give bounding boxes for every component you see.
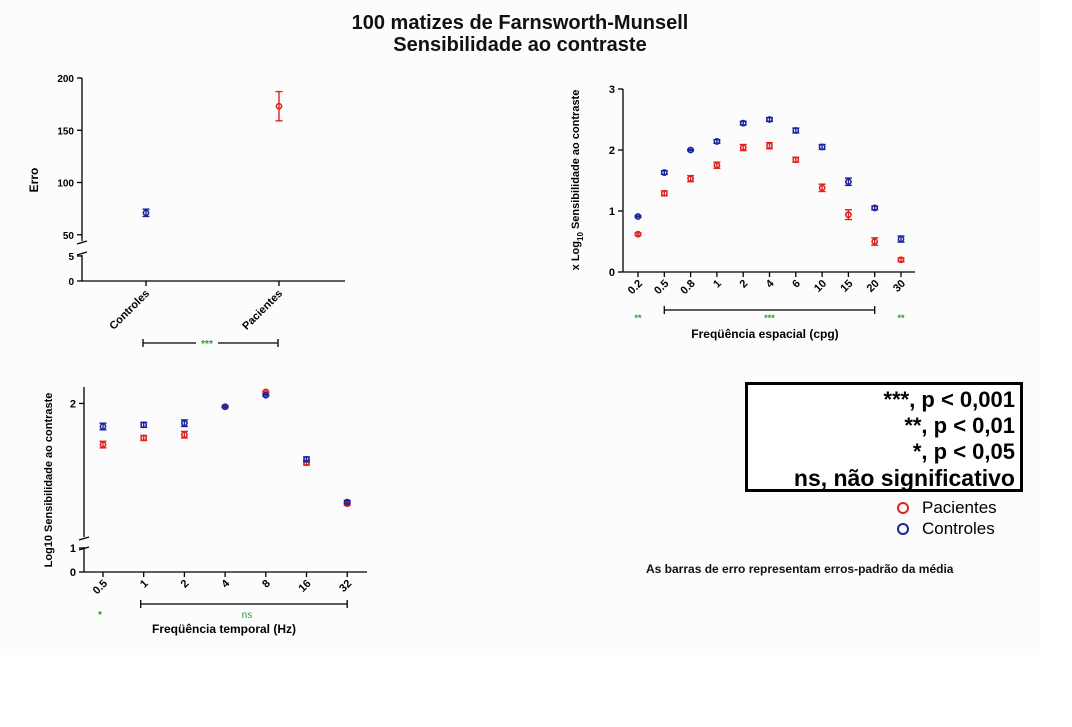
y-axis-label: Erro [27, 168, 41, 193]
legend-label-patients: Pacientes [922, 497, 997, 517]
sig-level-2: **, p < 0,01 [904, 413, 1015, 438]
controls-marker-icon [897, 522, 909, 535]
series-controles-point [303, 455, 310, 463]
series-controles-point [180, 419, 188, 427]
x-tick-label: 4 [219, 577, 232, 590]
series-controles-point [871, 204, 879, 212]
y-tick-label: 1 [70, 543, 76, 555]
series-controles-point [140, 421, 148, 429]
y-tick-label: 200 [57, 74, 74, 85]
title-line-1: 100 matizes de Farnsworth-Munsell [351, 12, 689, 34]
series-pacientes-point [180, 431, 188, 439]
series-pacientes-point [275, 102, 283, 110]
series-controles-point [792, 127, 800, 134]
significance-legend-box: ***, p < 0,001 **, p < 0,01 *, p < 0,05 … [745, 382, 1023, 492]
error-bar-note: As barras de erro representam erros-padr… [646, 562, 954, 576]
series-controles-point [766, 116, 773, 123]
series-controles-point [262, 391, 270, 399]
sig-level-1: ***, p < 0,001 [883, 387, 1015, 412]
y-axis-label: Log10 Sensibilidade ao contraste [43, 393, 55, 568]
series-pacientes-point [687, 175, 694, 183]
axis-break-mark-bottom [76, 251, 88, 256]
series-pacientes-point [634, 230, 642, 238]
series-controles-point [660, 169, 668, 176]
series-legend: Pacientes Controles [897, 497, 1037, 539]
x-tick-label: 8 [260, 578, 273, 591]
figure-title: 100 matizes de Farnsworth-Munsell Sensib… [0, 12, 1040, 56]
y-tick-label: 0 [70, 567, 76, 579]
x-tick-label: 1 [138, 578, 151, 591]
series-controles-point [897, 235, 905, 243]
sig-level-4: ns, não significativo [793, 465, 1015, 491]
y-tick-label: 0 [68, 277, 74, 288]
series-pacientes-point [140, 434, 148, 442]
significance-label: *** [201, 339, 213, 350]
y-tick-label: 5 [68, 252, 74, 263]
series-pacientes-point [660, 189, 668, 197]
series-controles-point [343, 498, 351, 506]
y-tick-label: 1 [609, 206, 615, 218]
sig-level-3: *, p < 0,05 [912, 439, 1015, 464]
y-axis-label-part: 10 [576, 232, 585, 241]
y-axis-label-part: Sensibilidade ao contraste [570, 90, 582, 232]
x-tick-label: 16 [296, 578, 313, 595]
series-controles-point [845, 178, 852, 186]
y-tick-label: 100 [57, 179, 74, 190]
series-pacientes-point [99, 441, 107, 448]
series-pacientes-point [739, 144, 747, 151]
title-line-2: Sensibilidade ao contraste [393, 34, 647, 56]
significance-label: ** [634, 313, 642, 323]
series-controles-point [713, 138, 721, 145]
y-axis-label: x Log10 Sensibilidade ao contraste [570, 90, 585, 271]
significance-label: * [98, 610, 102, 621]
y-tick-label: 0 [609, 267, 615, 279]
series-pacientes-point [897, 256, 905, 264]
y-tick-label: 3 [609, 84, 615, 96]
series-pacientes-point [845, 211, 852, 219]
series-controles-point [221, 403, 229, 411]
series-controles-point [634, 213, 642, 220]
x-axis-label: Freqüência espacial (cpg) [691, 327, 838, 341]
y-axis-label-part: x Log [570, 241, 582, 270]
series-pacientes-point [713, 161, 721, 169]
patients-marker-icon [897, 501, 909, 514]
x-tick-label: 32 [337, 578, 354, 595]
series-pacientes-point [871, 238, 879, 245]
y-tick-label: 2 [609, 145, 615, 157]
x-axis-label: Freqüência temporal (Hz) [152, 622, 296, 636]
series-pacientes-point [766, 142, 773, 150]
y-tick-label: 50 [63, 231, 75, 242]
x-tick-label: 2 [179, 578, 192, 591]
series-controles-point [687, 146, 694, 154]
legend-item-controls: Controles [897, 518, 1037, 539]
series-controles-point [739, 119, 747, 127]
axis-break-mark-top [76, 240, 88, 245]
legend-item-patients: Pacientes [897, 497, 1037, 518]
figure-background [0, 0, 1040, 655]
axis-break-mark-top [78, 536, 90, 541]
significance-label: ** [897, 313, 905, 323]
series-controles-point [818, 143, 826, 151]
significance-label: *** [764, 313, 775, 323]
y-tick-label: 2 [70, 398, 76, 410]
series-pacientes-point [818, 184, 826, 192]
series-controles-point [142, 209, 150, 217]
y-tick-label: 150 [57, 126, 74, 137]
x-tick-label: 0.5 [91, 578, 110, 597]
series-pacientes-point [792, 156, 800, 164]
significance-label: ns [242, 610, 253, 621]
legend-label-controls: Controles [922, 518, 995, 538]
series-controles-point [99, 423, 107, 430]
